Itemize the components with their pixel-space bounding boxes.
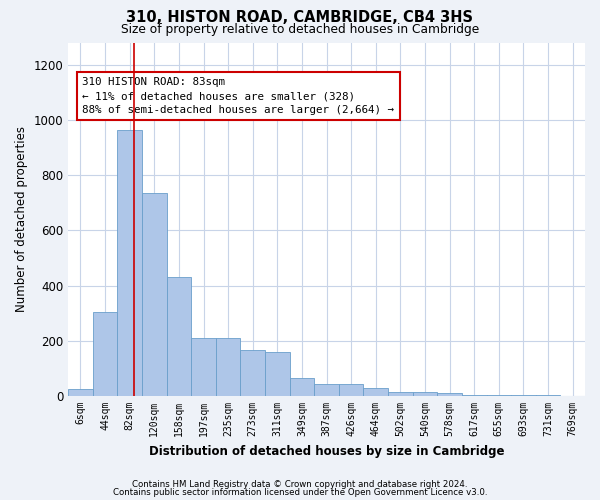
Bar xyxy=(511,394,536,396)
Text: 310, HISTON ROAD, CAMBRIDGE, CB4 3HS: 310, HISTON ROAD, CAMBRIDGE, CB4 3HS xyxy=(127,10,473,25)
Bar xyxy=(290,378,314,396)
Bar xyxy=(437,394,462,396)
Bar xyxy=(118,130,142,396)
Bar xyxy=(314,384,339,396)
Bar xyxy=(487,394,511,396)
Bar xyxy=(216,338,241,396)
Bar xyxy=(142,193,167,396)
Bar xyxy=(167,278,191,396)
Bar xyxy=(265,352,290,396)
Bar xyxy=(241,350,265,396)
Bar xyxy=(413,392,437,396)
Text: 310 HISTON ROAD: 83sqm
← 11% of detached houses are smaller (328)
88% of semi-de: 310 HISTON ROAD: 83sqm ← 11% of detached… xyxy=(82,77,394,115)
Bar xyxy=(191,338,216,396)
X-axis label: Distribution of detached houses by size in Cambridge: Distribution of detached houses by size … xyxy=(149,444,505,458)
Bar xyxy=(388,392,413,396)
Text: Contains HM Land Registry data © Crown copyright and database right 2024.: Contains HM Land Registry data © Crown c… xyxy=(132,480,468,489)
Bar xyxy=(364,388,388,396)
Bar xyxy=(68,389,93,396)
Bar xyxy=(462,394,487,396)
Text: Size of property relative to detached houses in Cambridge: Size of property relative to detached ho… xyxy=(121,22,479,36)
Text: Contains public sector information licensed under the Open Government Licence v3: Contains public sector information licen… xyxy=(113,488,487,497)
Y-axis label: Number of detached properties: Number of detached properties xyxy=(15,126,28,312)
Bar xyxy=(536,394,560,396)
Bar xyxy=(339,384,364,396)
Bar xyxy=(93,312,118,396)
